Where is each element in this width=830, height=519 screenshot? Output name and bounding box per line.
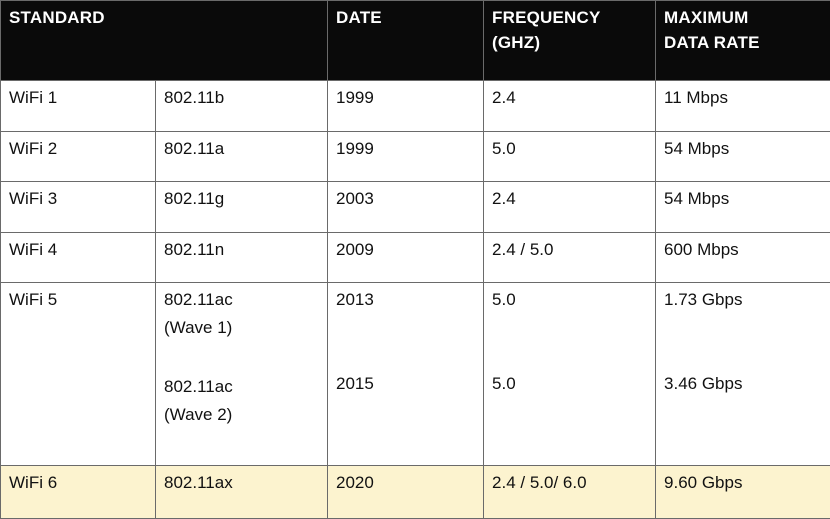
header-max-data-rate: MAXIMUM DATA RATE (655, 0, 830, 81)
cell-data-rate: 9.60 Gbps (655, 465, 830, 519)
wave2-frequency: 5.0 (492, 374, 516, 394)
cell-date: 2013 2015 (327, 282, 485, 467)
cell-data-rate: 11 Mbps (655, 80, 830, 132)
wave2-date: 2015 (336, 374, 374, 394)
table-row: WiFi 3 802.11g 2003 2.4 54 Mbps (0, 181, 830, 233)
table-row-wifi5: WiFi 5 802.11ac (Wave 1) 802.11ac (Wave … (0, 282, 830, 467)
cell-data-rate: 600 Mbps (655, 231, 830, 284)
cell-frequency: 5.0 (483, 130, 657, 183)
cell-data-rate: 54 Mbps (655, 130, 830, 183)
wave2-standard: 802.11ac (164, 377, 233, 397)
header-frequency-line2: (GHZ) (492, 33, 541, 52)
header-row: STANDARD DATE FREQUENCY (GHZ) MAXIMUM DA… (0, 0, 830, 81)
header-max-rate-line1: MAXIMUM (664, 8, 749, 27)
header-max-rate-line2: DATA RATE (664, 33, 760, 52)
header-frequency-line1: FREQUENCY (492, 8, 601, 27)
cell-wifi-name: WiFi 3 (0, 181, 156, 233)
wave1-rate: 1.73 Gbps (664, 290, 743, 310)
wave2-rate: 3.46 Gbps (664, 374, 743, 394)
table-row: WiFi 2 802.11a 1999 5.0 54 Mbps (0, 130, 830, 183)
cell-wifi-name: WiFi 4 (0, 231, 156, 284)
cell-ieee-standard: 802.11ac (Wave 1) 802.11ac (Wave 2) (154, 282, 329, 467)
table-row-highlighted: WiFi 6 802.11ax 2020 2.4 / 5.0/ 6.0 9.60… (0, 465, 830, 519)
cell-date: 2009 (327, 231, 485, 284)
cell-data-rate: 54 Mbps (655, 181, 830, 233)
cell-frequency: 5.0 5.0 (483, 282, 657, 467)
cell-wifi-name: WiFi 5 (0, 282, 156, 467)
wave1-label: (Wave 1) (164, 318, 233, 338)
cell-frequency: 2.4 (483, 181, 657, 233)
header-date: DATE (327, 0, 485, 81)
cell-date: 2020 (327, 465, 485, 519)
wave1-standard: 802.11ac (164, 290, 233, 310)
cell-ieee-standard: 802.11ax (154, 465, 329, 519)
cell-frequency: 2.4 / 5.0/ 6.0 (483, 465, 657, 519)
wave2-label: (Wave 2) (164, 405, 233, 425)
cell-data-rate: 1.73 Gbps 3.46 Gbps (655, 282, 830, 467)
table-row: WiFi 1 802.11b 1999 2.4 11 Mbps (0, 80, 830, 132)
cell-ieee-standard: 802.11n (154, 231, 329, 284)
cell-date: 2003 (327, 181, 485, 233)
table-row: WiFi 4 802.11n 2009 2.4 / 5.0 600 Mbps (0, 231, 830, 284)
cell-frequency: 2.4 (483, 80, 657, 132)
cell-ieee-standard: 802.11a (154, 130, 329, 183)
header-frequency: FREQUENCY (GHZ) (483, 0, 657, 81)
cell-wifi-name: WiFi 1 (0, 80, 156, 132)
cell-wifi-name: WiFi 2 (0, 130, 156, 183)
cell-ieee-standard: 802.11b (154, 80, 329, 132)
cell-frequency: 2.4 / 5.0 (483, 231, 657, 284)
wave1-date: 2013 (336, 290, 374, 310)
wave1-frequency: 5.0 (492, 290, 516, 310)
header-standard: STANDARD (0, 0, 329, 81)
cell-wifi-name: WiFi 6 (0, 465, 156, 519)
cell-date: 1999 (327, 80, 485, 132)
cell-date: 1999 (327, 130, 485, 183)
cell-ieee-standard: 802.11g (154, 181, 329, 233)
